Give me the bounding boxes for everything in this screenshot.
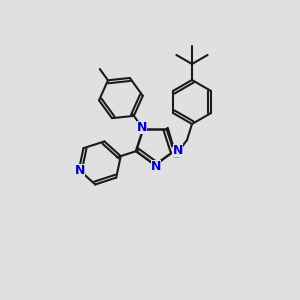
Text: S: S xyxy=(172,147,182,161)
Text: N: N xyxy=(173,144,183,157)
Text: N: N xyxy=(137,121,147,134)
Text: N: N xyxy=(75,164,85,177)
Text: N: N xyxy=(151,160,161,172)
